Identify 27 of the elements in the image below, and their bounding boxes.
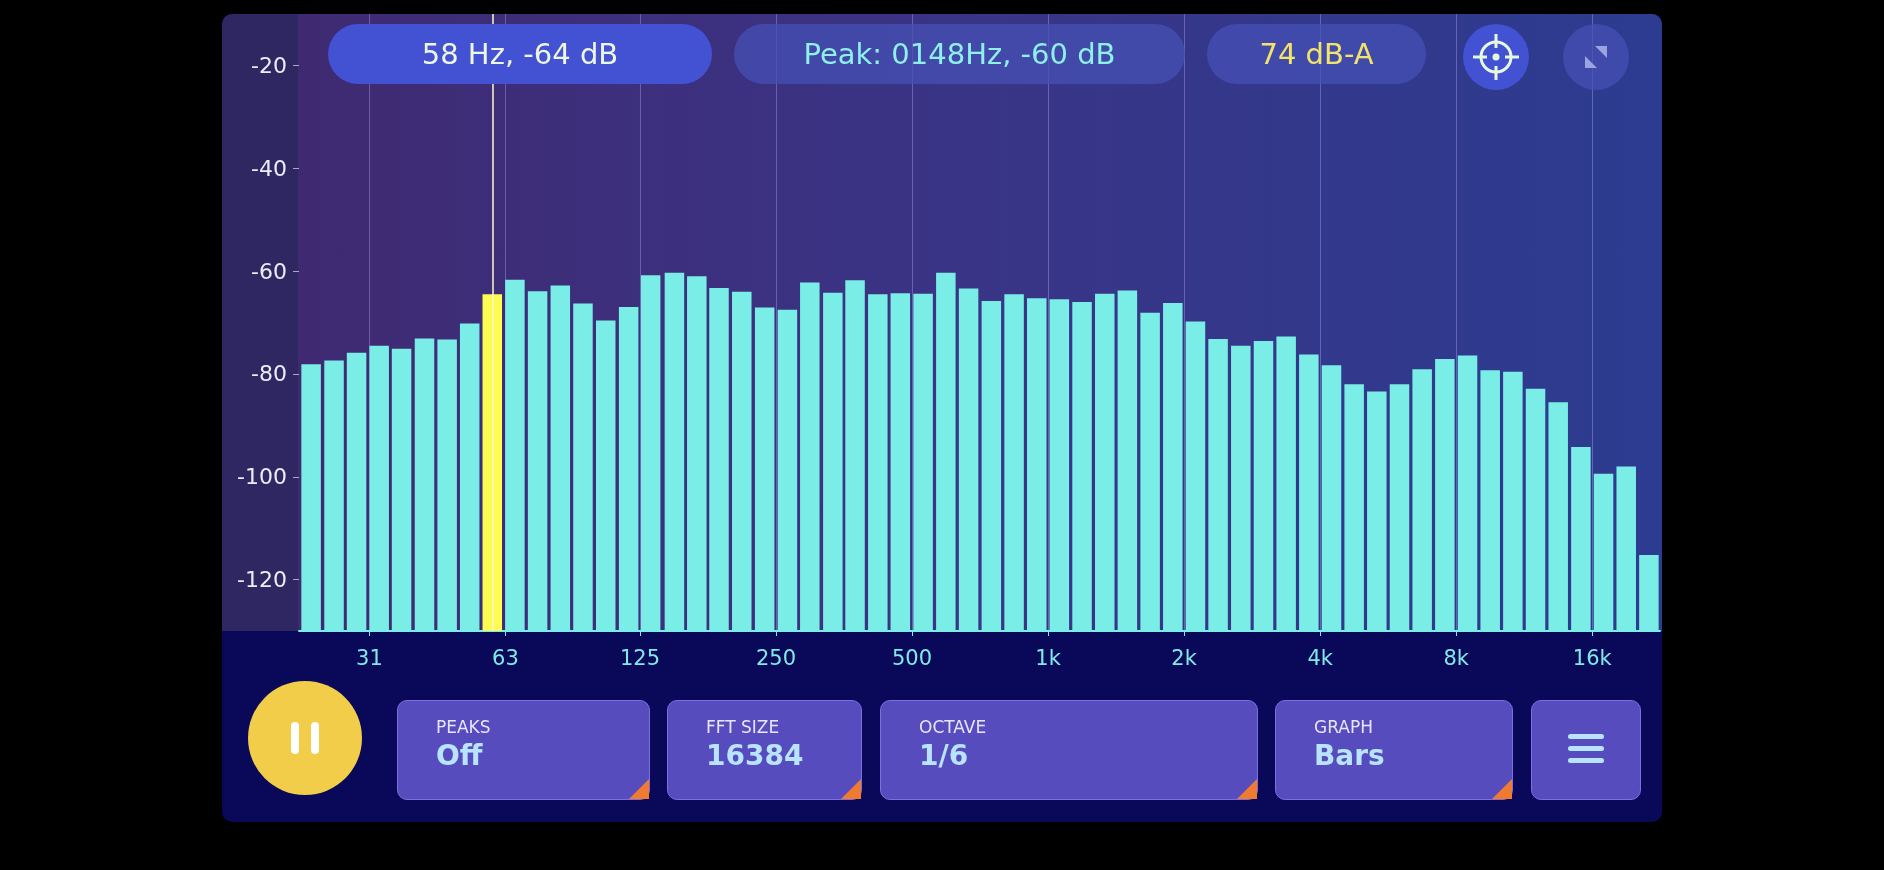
text: PEAKS [436,717,491,737]
y-tick-label: -40 [251,155,287,181]
x-tick-label: 16k [1572,645,1613,670]
label-pill: 74 dB-A [1207,24,1426,84]
label-pill: Peak: 0148Hz, -60 dB [734,24,1185,84]
text: FFT SIZE [706,717,780,737]
x-tick-label: 1k [1035,645,1062,670]
y-tick-label: -100 [237,464,287,490]
y-tick-label: -80 [251,361,287,387]
y-tick-label: -20 [251,52,287,78]
x-tick-label: 250 [755,645,797,670]
x-tick-label: 31 [356,645,383,670]
y-tick-label: -120 [237,567,287,593]
text: 16384 [706,739,804,772]
x-tick-label: 63 [492,645,519,670]
x-tick-label: 4k [1307,645,1334,670]
text: Off [436,739,483,772]
x-tick-label: 125 [619,645,660,670]
y-tick-label: -60 [251,258,287,284]
text: OCTAVE [919,717,987,737]
x-tick-label: 500 [891,645,933,670]
label-pill: 58 Hz, -64 dB [328,24,712,84]
x-tick-label: 8k [1443,645,1470,670]
text: GRAPH [1314,717,1373,737]
text: Bars [1314,739,1385,772]
text: 1/6 [919,739,969,772]
x-tick-label: 2k [1171,645,1198,670]
